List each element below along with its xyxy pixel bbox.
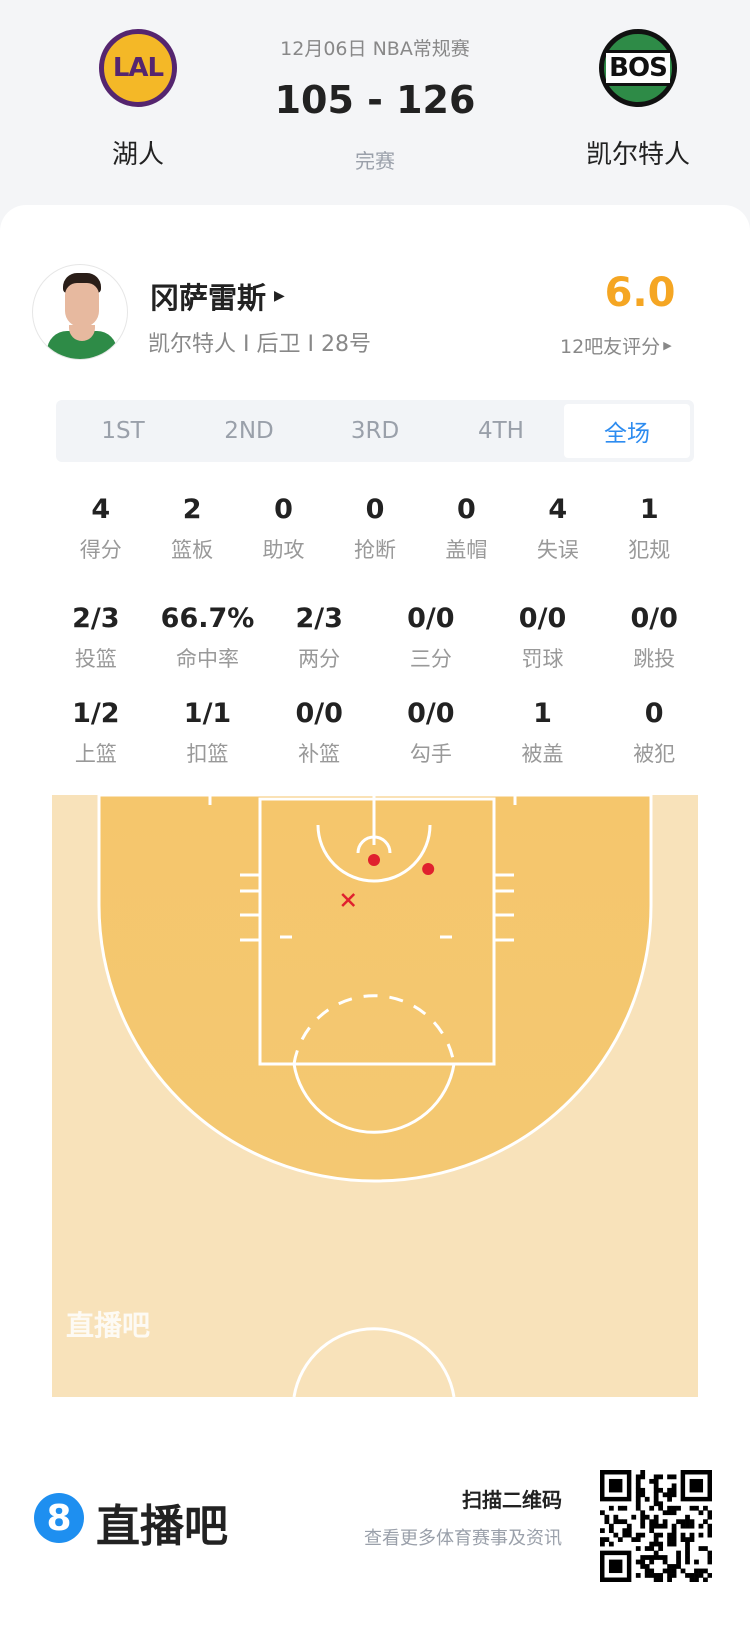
caret-right-icon: ▶ (663, 339, 672, 352)
stat-label: 上篮 (74, 742, 117, 766)
stats-row-shot-types: 1/2 上篮 1/1 扣篮 0/0 补篮 0/0 勾手 1 被盖 0 被犯 (40, 698, 710, 768)
stat-value: 1 (639, 494, 659, 525)
celtics-logo[interactable]: BOS (599, 29, 677, 107)
stats-row-basic: 4 得分 2 篮板 0 助攻 0 抢断 0 盖帽 4 失误 1 犯规 (55, 494, 695, 564)
stat-cell: 2 篮板 (146, 494, 237, 564)
stat-cell: 2/3 两分 (263, 603, 375, 673)
stat-label: 抢断 (353, 538, 396, 562)
stat-value: 0/0 (407, 698, 455, 729)
caret-right-icon: ▶ (274, 288, 285, 304)
stat-value: 1/1 (183, 698, 232, 729)
tab-2nd[interactable]: 2ND (224, 418, 274, 444)
player-name: 冈萨雷斯 (150, 281, 267, 315)
stat-cell: 2/3 投篮 (40, 603, 152, 673)
tab-1st[interactable]: 1ST (101, 418, 145, 444)
rating-label: 12吧友评分 (560, 336, 661, 358)
rating-link[interactable]: 12吧友评分 ▶ (560, 332, 672, 359)
stat-label: 篮板 (171, 538, 214, 562)
stat-value: 1 (533, 698, 552, 729)
court-lines (208, 795, 517, 1397)
stat-cell: 0/0 罚球 (487, 603, 599, 673)
stat-label: 得分 (79, 538, 122, 562)
qr-code[interactable] (600, 1470, 712, 1582)
stat-value: 4 (91, 494, 111, 525)
stat-cell: 1/2 上篮 (40, 698, 152, 768)
stat-value: 4 (548, 494, 568, 525)
stat-label: 命中率 (176, 647, 239, 671)
stat-label: 投篮 (74, 647, 117, 671)
stat-cell: 0/0 跳投 (598, 603, 710, 673)
stat-label: 盖帽 (445, 538, 488, 562)
player-avatar[interactable] (32, 264, 128, 360)
stat-label: 补篮 (298, 742, 341, 766)
stat-label: 勾手 (409, 742, 452, 766)
stat-label: 扣篮 (186, 742, 229, 766)
game-score: 105 - 126 (274, 78, 476, 122)
stat-cell: 0 助攻 (238, 494, 329, 564)
stat-label: 跳投 (633, 647, 676, 671)
player-info: 凯尔特人 I 后卫 I 28号 (148, 332, 371, 357)
stat-label: 罚球 (521, 647, 564, 671)
tab-4th[interactable]: 4TH (478, 418, 524, 444)
stat-cell: 4 得分 (55, 494, 146, 564)
stat-label: 三分 (409, 647, 452, 671)
stat-value: 2 (182, 494, 202, 525)
brand-name: 直播吧 (96, 1501, 228, 1552)
tab-3rd[interactable]: 3RD (350, 418, 400, 444)
shot-made-marker (368, 854, 380, 866)
stat-value: 66.7% (160, 603, 255, 634)
brand-logo-icon: 8 (34, 1493, 84, 1543)
stat-value: 1/2 (72, 698, 120, 729)
stat-cell: 0 抢断 (329, 494, 420, 564)
stat-label: 犯规 (628, 538, 671, 562)
stat-cell: 1/1 扣篮 (152, 698, 264, 768)
period-tabs: 1ST 2ND 3RD 4TH 全场 (56, 400, 694, 462)
stat-value: 0/0 (407, 603, 455, 634)
shot-missed-marker (341, 893, 356, 907)
stat-cell: 0/0 三分 (375, 603, 487, 673)
stat-label: 两分 (298, 647, 341, 671)
stat-cell: 66.7% 命中率 (152, 603, 264, 673)
stat-value: 0/0 (518, 603, 567, 634)
stat-value: 2/3 (72, 603, 120, 634)
stat-cell: 0/0 补篮 (263, 698, 375, 768)
scan-subtitle: 查看更多体育赛事及资讯 (364, 1528, 562, 1549)
stat-value: 0/0 (295, 698, 343, 729)
away-team-name[interactable]: 凯尔特人 (585, 140, 690, 170)
stat-cell: 4 失误 (512, 494, 603, 564)
watermark: 直播吧 (66, 1309, 150, 1342)
stat-cell: 0/0 勾手 (375, 698, 487, 768)
stat-label: 被犯 (633, 742, 676, 766)
game-date-league: 12月06日 NBA常规赛 (280, 38, 470, 60)
stat-value: 2/3 (295, 603, 343, 634)
stats-row-shooting: 2/3 投篮 66.7% 命中率 2/3 两分 0/0 三分 0/0 罚球 0/0 跳投 (40, 603, 710, 673)
shot-made-marker (422, 863, 435, 876)
tab-full-game[interactable]: 全场 (564, 404, 690, 458)
stat-cell: 1 被盖 (487, 698, 599, 768)
scan-title: 扫描二维码 (462, 1488, 562, 1512)
stat-label: 失误 (536, 538, 579, 562)
shot-chart: 直播吧 (52, 795, 698, 1397)
stat-cell: 0 被犯 (598, 698, 710, 768)
stat-value: 0 (644, 698, 664, 729)
home-team-name[interactable]: 湖人 (111, 140, 164, 170)
lakers-logo[interactable]: LAL (99, 29, 177, 107)
stat-value: 0 (457, 494, 476, 525)
stat-cell: 0 盖帽 (421, 494, 512, 564)
player-name-link[interactable]: 冈萨雷斯 ▶ (150, 275, 285, 317)
stat-value: 0/0 (630, 603, 678, 634)
player-rating: 6.0 (604, 270, 676, 316)
stat-value: 0 (274, 494, 293, 525)
stat-value: 0 (365, 494, 385, 525)
stat-cell: 1 犯规 (604, 494, 695, 564)
stat-label: 助攻 (262, 538, 305, 562)
stat-label: 被盖 (521, 742, 564, 766)
game-status: 完赛 (355, 149, 395, 173)
